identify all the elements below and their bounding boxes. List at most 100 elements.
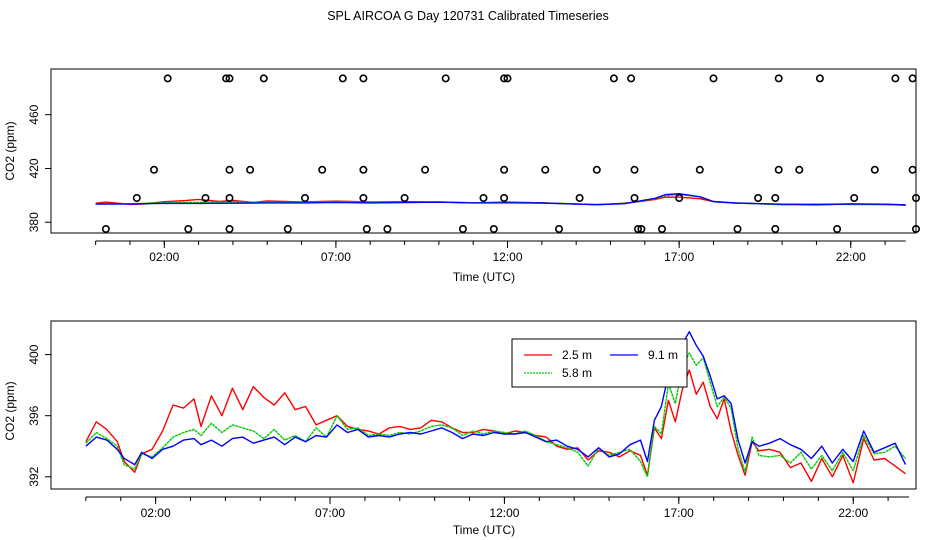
calibration-point — [318, 165, 327, 174]
calibration-point — [132, 194, 141, 203]
calibration-point — [657, 225, 666, 234]
y-tick-label: 460 — [27, 104, 41, 124]
calibration-point — [225, 74, 234, 83]
calibration-point — [771, 194, 780, 203]
x-tick-label: 07:00 — [321, 250, 351, 264]
x-tick-label: 12:00 — [489, 506, 519, 520]
calibration-point — [503, 74, 512, 83]
calibration-point — [815, 74, 824, 83]
calibration-point — [500, 194, 509, 203]
calibration-point — [489, 225, 498, 234]
x-tick-label: 12:00 — [493, 250, 523, 264]
calibration-point — [163, 74, 172, 83]
calibration-point — [911, 225, 920, 234]
x-tick-label: 02:00 — [149, 250, 179, 264]
y-tick-label: 392 — [27, 466, 41, 486]
bottom-series-lines — [85, 331, 907, 484]
calibration-point — [908, 165, 917, 174]
calibration-point — [500, 74, 509, 83]
calibration-point — [500, 165, 509, 174]
y-tick-label: 380 — [27, 212, 41, 232]
calibration-point — [184, 225, 193, 234]
x-tick-label: 22:00 — [838, 506, 868, 520]
calibration-point — [225, 165, 234, 174]
legend-label-2-5m: 2.5 m — [562, 348, 592, 362]
calibration-point — [675, 194, 684, 203]
bottom-x-axis: 02:00 07:00 12:00 17:00 22:00 — [85, 496, 910, 520]
x-tick-label: 17:00 — [664, 250, 694, 264]
calibration-point — [754, 194, 763, 203]
top-x-axis-label: Time (UTC) — [453, 270, 515, 284]
calibration-point — [630, 165, 639, 174]
x-tick-label: 02:00 — [141, 506, 171, 520]
top-calibration-points — [101, 74, 920, 234]
y-tick-label: 420 — [27, 158, 41, 178]
calibration-point — [259, 74, 268, 83]
bottom-plot-frame — [50, 320, 917, 490]
calibration-point — [627, 74, 636, 83]
calibration-point — [479, 194, 488, 203]
top-plot-frame — [50, 68, 917, 234]
calibration-point — [774, 74, 783, 83]
x-tick-label: 07:00 — [315, 506, 345, 520]
calibration-point — [283, 225, 292, 234]
legend-label-9-1m: 9.1 m — [648, 348, 678, 362]
calibration-point — [246, 165, 255, 174]
series-line-2-5-m — [85, 369, 906, 484]
calibration-point — [421, 165, 430, 174]
calibration-point — [383, 225, 392, 234]
legend-box — [511, 338, 688, 388]
calibration-point — [795, 165, 804, 174]
calibration-point — [575, 194, 584, 203]
figure-title: SPL AIRCOA G Day 120731 Calibrated Times… — [327, 9, 609, 23]
calibration-point — [225, 194, 234, 203]
legend: 2.5 m 5.8 m 9.1 m — [511, 338, 688, 388]
calibration-point — [359, 165, 368, 174]
calibration-point — [222, 74, 231, 83]
series-line-9-1-m — [85, 331, 907, 466]
calibration-point — [150, 165, 159, 174]
calibration-point — [911, 194, 920, 203]
bottom-y-axis: 392 396 400 — [27, 344, 51, 487]
calibration-point — [695, 165, 704, 174]
top-y-axis: 380 420 460 — [27, 104, 51, 232]
series-line-9-1-m — [95, 192, 906, 206]
y-tick-label: 396 — [27, 405, 41, 425]
top-y-axis-label: CO2 (ppm) — [3, 121, 17, 180]
calibration-point — [891, 74, 900, 83]
calibration-point — [774, 165, 783, 174]
calibration-point — [201, 194, 210, 203]
calibration-point — [554, 225, 563, 234]
calibration-point — [870, 165, 879, 174]
calibration-point — [441, 74, 450, 83]
bottom-x-axis-label: Time (UTC) — [453, 523, 515, 537]
calibration-point — [300, 194, 309, 203]
top-panel-co2-with-calibrations: 380 420 460 02:00 07:00 12:00 17:00 22:00 CO2 … — [3, 68, 920, 284]
legend-label-5-8m: 5.8 m — [562, 366, 592, 380]
top-series-lines — [95, 192, 906, 206]
calibration-point — [709, 74, 718, 83]
calibration-point — [359, 194, 368, 203]
series-line-5-8-m — [85, 352, 907, 478]
calibration-point — [609, 74, 618, 83]
calibration-point — [833, 225, 842, 234]
x-tick-label: 22:00 — [836, 250, 866, 264]
calibration-point — [630, 194, 639, 203]
x-tick-label: 17:00 — [664, 506, 694, 520]
top-x-axis: 02:00 07:00 12:00 17:00 22:00 — [95, 240, 906, 264]
calibration-point — [633, 225, 642, 234]
calibration-point — [637, 225, 646, 234]
calibration-point — [733, 225, 742, 234]
calibration-point — [771, 225, 780, 234]
calibration-point — [101, 225, 110, 234]
calibration-point — [359, 74, 368, 83]
calibration-point — [338, 74, 347, 83]
bottom-y-axis-label: CO2 (ppm) — [3, 381, 17, 440]
y-tick-label: 400 — [27, 344, 41, 364]
calibration-point — [225, 225, 234, 234]
calibration-point — [400, 194, 409, 203]
calibration-point — [362, 225, 371, 234]
calibration-point — [850, 194, 859, 203]
calibration-point — [458, 225, 467, 234]
bottom-panel-co2-heights: 392 396 400 02:00 07:00 12:00 17:00 22:00 CO2 … — [3, 320, 917, 537]
